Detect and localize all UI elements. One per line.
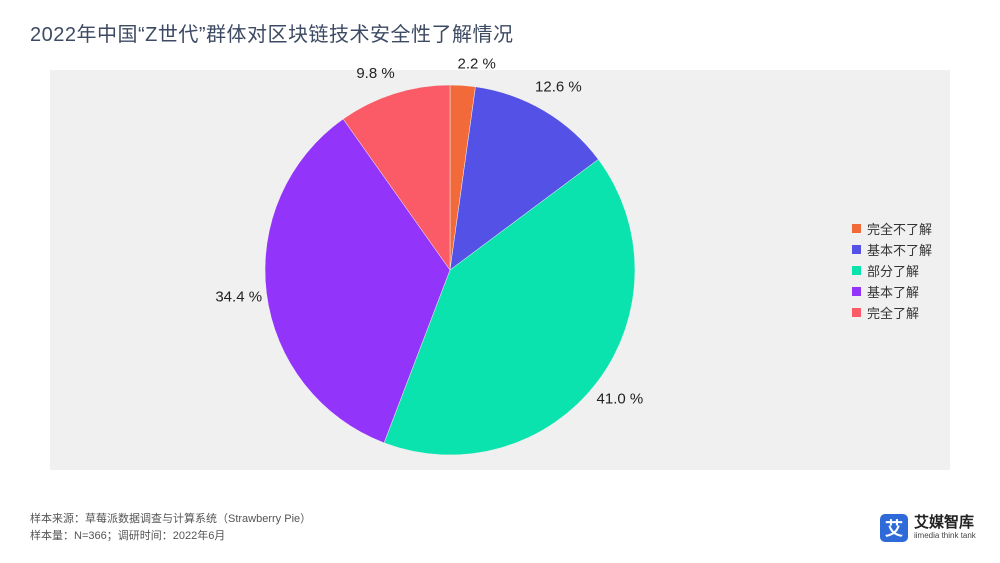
pie-slice bbox=[449, 86, 599, 271]
brand-logo: 艾 艾媒智库 iimedia think tank bbox=[880, 514, 976, 542]
pie-slice bbox=[383, 159, 636, 456]
footer-sample: 样本量：N=366；调研时间：2022年6月 bbox=[30, 530, 226, 542]
legend-item[interactable]: 基本了解 bbox=[852, 281, 932, 302]
brand-subtitle: iimedia think tank bbox=[914, 531, 976, 540]
pie-slice bbox=[264, 118, 451, 444]
slice-label: 12.6 % bbox=[535, 79, 582, 96]
legend-swatch bbox=[852, 245, 861, 254]
legend-label: 完全了解 bbox=[867, 306, 920, 321]
legend-label: 完全不了解 bbox=[867, 222, 933, 237]
footer: 样本来源：草莓派数据调查与计算系统（Strawberry Pie） 样本量：N=… bbox=[30, 511, 311, 545]
slice-label: 34.4 % bbox=[215, 289, 262, 306]
legend-swatch bbox=[852, 266, 861, 275]
chart-title: 2022年中国“Z世代”群体对区块链技术安全性了解情况 bbox=[30, 24, 514, 46]
legend-label: 基本不了解 bbox=[867, 243, 933, 258]
footer-source: 样本来源：草莓派数据调查与计算系统（Strawberry Pie） bbox=[30, 513, 312, 525]
legend-item[interactable]: 基本不了解 bbox=[852, 239, 932, 260]
legend-item[interactable]: 完全了解 bbox=[852, 302, 932, 323]
brand-name: 艾媒智库 bbox=[914, 514, 975, 531]
brand-icon: 艾 bbox=[880, 514, 908, 542]
legend-item[interactable]: 完全不了解 bbox=[852, 218, 932, 239]
slice-label: 2.2 % bbox=[458, 56, 496, 73]
legend-label: 基本了解 bbox=[867, 285, 920, 300]
legend: 完全不了解基本不了解部分了解基本了解完全了解 bbox=[852, 218, 932, 323]
legend-label: 部分了解 bbox=[867, 264, 920, 279]
pie-slices bbox=[264, 84, 636, 456]
legend-swatch bbox=[852, 287, 861, 296]
pie-labels: 2.2 % 12.6 % 41.0 % 34.4 % 9.8 % bbox=[215, 56, 643, 408]
legend-item[interactable]: 部分了解 bbox=[852, 260, 932, 281]
slice-label: 41.0 % bbox=[597, 390, 644, 407]
legend-swatch bbox=[852, 224, 861, 233]
legend-swatch bbox=[852, 308, 861, 317]
slice-label: 9.8 % bbox=[356, 65, 394, 82]
pie-slice bbox=[342, 84, 451, 271]
